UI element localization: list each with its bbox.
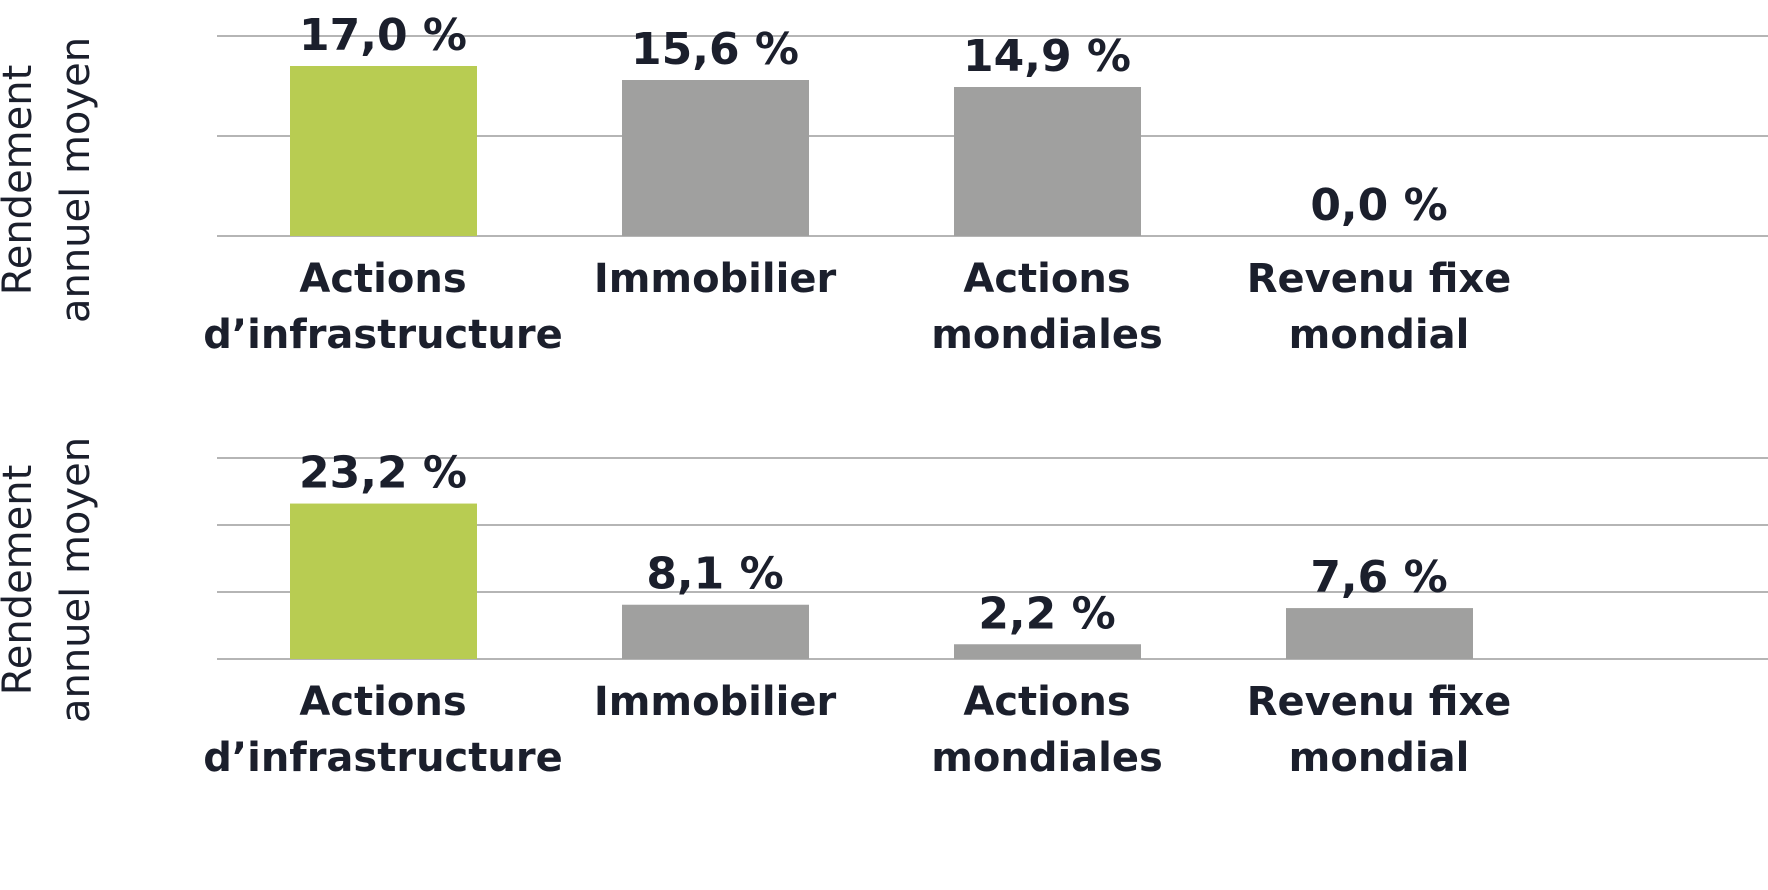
x-tick-label: d’infrastructure: [203, 735, 562, 781]
bar: [622, 80, 809, 236]
bar: [954, 644, 1141, 659]
value-label: 23,2 %: [299, 448, 467, 499]
x-tick-label: d’infrastructure: [203, 312, 562, 358]
bar: [954, 87, 1141, 236]
y-axis-label: Rendement: [0, 465, 41, 696]
x-tick-label: Actions: [963, 256, 1130, 302]
x-tick-label: mondial: [1289, 735, 1470, 781]
y-axis-label: annuel moyen: [53, 437, 99, 723]
x-tick-label: Immobilier: [594, 256, 837, 302]
x-tick-label: mondiales: [931, 735, 1163, 781]
value-label: 14,9 %: [963, 31, 1131, 82]
chart: Rendement annuel moyen 17,0 % Actions d’infr…: [0, 10, 1768, 358]
x-tick-label: Actions: [299, 679, 466, 725]
x-tick-label: Revenu fixe: [1247, 679, 1512, 725]
value-label: 2,2 %: [978, 588, 1115, 639]
x-tick-label: Actions: [299, 256, 466, 302]
bar: [622, 604, 809, 659]
x-tick-label: Immobilier: [594, 679, 837, 725]
x-tick-label: Revenu fixe: [1247, 256, 1512, 302]
bar: [1286, 608, 1473, 659]
value-label: 17,0 %: [299, 10, 467, 61]
value-label: 0,0 %: [1310, 180, 1447, 231]
bar: [290, 503, 477, 659]
bar: [290, 66, 477, 236]
y-axis-label: Rendement: [0, 65, 41, 296]
value-label: 15,6 %: [631, 24, 799, 75]
x-tick-label: mondiales: [931, 312, 1163, 358]
x-tick-label: mondial: [1289, 312, 1470, 358]
x-tick-label: Actions: [963, 679, 1130, 725]
value-label: 8,1 %: [646, 549, 783, 600]
chart: Rendement annuel moyen 23,2 % Actions d’infr…: [0, 437, 1768, 781]
y-axis-label: annuel moyen: [53, 37, 99, 323]
value-label: 7,6 %: [1310, 552, 1447, 603]
